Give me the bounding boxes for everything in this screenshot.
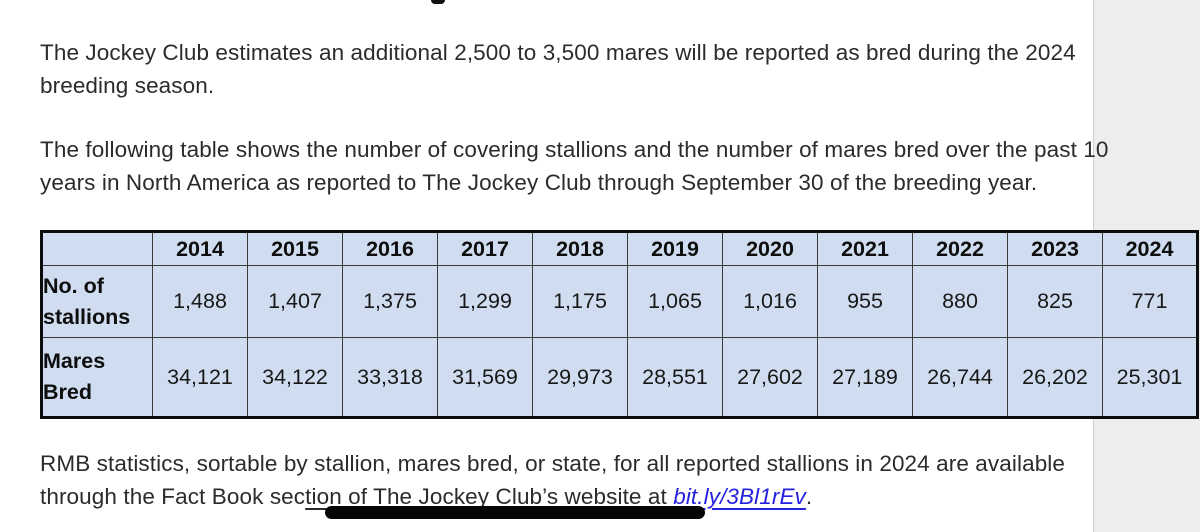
- bitly-link[interactable]: bit.ly/3Bl1rEv: [673, 484, 806, 509]
- mares-bred-value: 26,202: [1007, 337, 1103, 418]
- table-header-row: 2014 2015 2016 2017 2018 2019 2020 2021 …: [41, 231, 1198, 266]
- mares-bred-value: 34,121: [152, 337, 248, 418]
- year-header: 2014: [152, 231, 248, 266]
- year-header: 2020: [722, 231, 818, 266]
- year-header: 2017: [437, 231, 533, 266]
- paragraph-rmb-line1: RMB statistics, sortable by stallion, ma…: [40, 451, 1066, 476]
- paragraph-estimate: The Jockey Club estimates an additional …: [40, 36, 1076, 102]
- year-header: 2023: [1007, 231, 1103, 266]
- stallions-value: 771: [1102, 265, 1198, 338]
- paragraph-rmb-line2: through the Fact Book section of The Joc…: [40, 480, 1065, 513]
- paragraph-table-intro-line2: years in North America as reported to Th…: [40, 170, 1038, 195]
- stallions-value: 880: [912, 265, 1008, 338]
- rmb-line2-underlined-text: tion of The Jockey Club’s website at: [305, 484, 674, 509]
- year-header: 2018: [532, 231, 628, 266]
- rmb-line2-prefix: through the Fact Book sec: [40, 484, 306, 509]
- stallions-value: 825: [1007, 265, 1103, 338]
- row-label-stallions: No. of stallions: [41, 265, 153, 338]
- mares-bred-value: 33,318: [342, 337, 438, 418]
- row-label-mares-bred: Mares Bred: [41, 337, 153, 418]
- stallions-value: 1,175: [532, 265, 628, 338]
- paragraph-estimate-line2: breeding season.: [40, 73, 215, 98]
- paragraph-table-intro: The following table shows the number of …: [40, 133, 1109, 199]
- year-header: 2021: [817, 231, 913, 266]
- year-header: 2016: [342, 231, 438, 266]
- table-row-stallions: No. of stallions 1,488 1,407 1,375 1,299…: [41, 265, 1198, 338]
- paragraph-estimate-line1: The Jockey Club estimates an additional …: [40, 40, 1076, 65]
- mares-bred-value: 34,122: [247, 337, 343, 418]
- mares-bred-value: 31,569: [437, 337, 533, 418]
- stallions-value: 1,407: [247, 265, 343, 338]
- mares-bred-value: 28,551: [627, 337, 723, 418]
- table-corner-cell: [41, 231, 153, 266]
- paragraph-rmb-stats: RMB statistics, sortable by stallion, ma…: [40, 447, 1065, 513]
- stallions-value: 955: [817, 265, 913, 338]
- mares-bred-value: 25,301: [1102, 337, 1198, 418]
- stallions-value: 1,488: [152, 265, 248, 338]
- stallions-mares-table: 2014 2015 2016 2017 2018 2019 2020 2021 …: [40, 230, 1199, 419]
- year-header: 2022: [912, 231, 1008, 266]
- year-header: 2019: [627, 231, 723, 266]
- mares-bred-value: 26,744: [912, 337, 1008, 418]
- year-header: 2015: [247, 231, 343, 266]
- mares-bred-value: 27,189: [817, 337, 913, 418]
- redaction-marker-bar: [325, 506, 705, 519]
- stallions-value: 1,299: [437, 265, 533, 338]
- paragraph-table-intro-line1: The following table shows the number of …: [40, 137, 1109, 162]
- mares-bred-value: 27,602: [722, 337, 818, 418]
- stallions-value: 1,016: [722, 265, 818, 338]
- stallions-value: 1,375: [342, 265, 438, 338]
- rmb-line2-period: .: [805, 484, 813, 509]
- mares-bred-value: 29,973: [532, 337, 628, 418]
- table-row-mares-bred: Mares Bred 34,121 34,122 33,318 31,569 2…: [41, 337, 1198, 418]
- stallions-value: 1,065: [627, 265, 723, 338]
- cut-off-text-fragment: [431, 0, 445, 4]
- year-header: 2024: [1102, 231, 1198, 266]
